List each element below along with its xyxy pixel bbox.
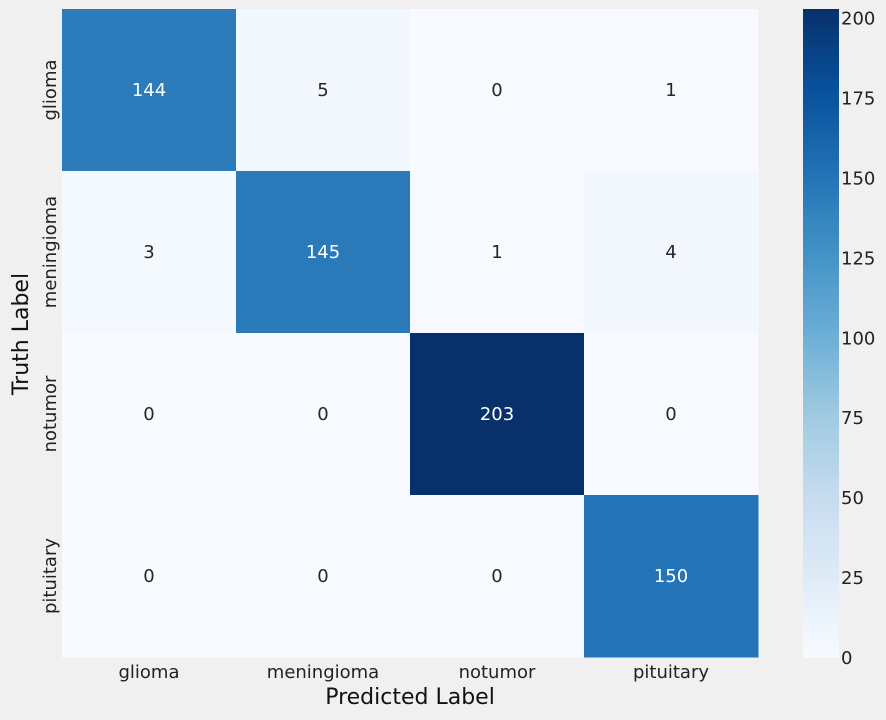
y-axis-title: Truth Label <box>9 273 34 396</box>
colorbar-tick-label: 50 <box>841 488 864 509</box>
x-tick-label: notumor <box>459 662 536 683</box>
cell-value-label: 1 <box>665 80 676 101</box>
y-tick-label: meningioma <box>40 196 61 308</box>
colorbar-tick-label: 200 <box>841 9 875 30</box>
cell-value-label: 150 <box>654 566 688 587</box>
cell-value-label: 144 <box>132 80 166 101</box>
cell-value-label: 1 <box>491 242 502 263</box>
x-axis-title: Predicted Label <box>325 685 495 710</box>
heatmap-cell <box>236 333 411 496</box>
heatmap-cell <box>236 495 411 658</box>
cell-value-label: 145 <box>306 242 340 263</box>
cell-value-label: 0 <box>143 566 154 587</box>
cell-value-label: 4 <box>665 242 676 263</box>
x-tick-label: meningioma <box>267 662 379 683</box>
cell-value-label: 0 <box>491 566 502 587</box>
heatmap-cell <box>410 9 585 172</box>
colorbar: 0 25 50 75 100 125 150 175 200 <box>803 9 875 669</box>
heatmap-cell <box>584 495 759 658</box>
cell-value-labels: 144 5 0 1 3 145 1 4 0 0 203 0 0 0 0 150 <box>132 80 688 587</box>
heatmap-cell <box>410 495 585 658</box>
colorbar-tick-label: 100 <box>841 328 875 349</box>
y-tick-label: notumor <box>40 375 61 452</box>
heatmap-cell <box>236 9 411 172</box>
colorbar-tick-label: 125 <box>841 248 875 269</box>
heatmap-cell <box>62 333 237 496</box>
heatmap-cell <box>236 171 411 334</box>
heatmap-cells <box>62 9 759 658</box>
cell-value-label: 203 <box>480 404 514 425</box>
cell-value-label: 0 <box>491 80 502 101</box>
cell-value-label: 0 <box>317 566 328 587</box>
colorbar-gradient <box>803 9 839 658</box>
colorbar-tick-label: 150 <box>841 168 875 189</box>
heatmap-cell <box>410 333 585 496</box>
heatmap-cell <box>62 171 237 334</box>
y-tick-label: pituitary <box>40 538 61 614</box>
colorbar-tick-label: 75 <box>841 408 864 429</box>
x-tick-label: glioma <box>118 662 179 683</box>
x-axis-tick-labels: glioma meningioma notumor pituitary <box>118 662 709 683</box>
cell-value-label: 0 <box>665 404 676 425</box>
cell-value-label: 5 <box>317 80 328 101</box>
heatmap-cell <box>62 495 237 658</box>
y-axis-tick-labels: glioma meningioma notumor pituitary <box>40 59 61 614</box>
cell-value-label: 0 <box>143 404 154 425</box>
heatmap-cell <box>584 171 759 334</box>
cell-value-label: 0 <box>317 404 328 425</box>
heatmap-cell <box>410 171 585 334</box>
heatmap-cell <box>584 9 759 172</box>
heatmap-cell <box>584 333 759 496</box>
colorbar-tick-label: 0 <box>841 648 852 669</box>
y-tick-label: glioma <box>40 59 61 120</box>
heatmap-cell <box>62 9 237 172</box>
cell-value-label: 3 <box>143 242 154 263</box>
colorbar-tick-label: 175 <box>841 89 875 110</box>
x-tick-label: pituitary <box>633 662 709 683</box>
colorbar-tick-label: 25 <box>841 568 864 589</box>
